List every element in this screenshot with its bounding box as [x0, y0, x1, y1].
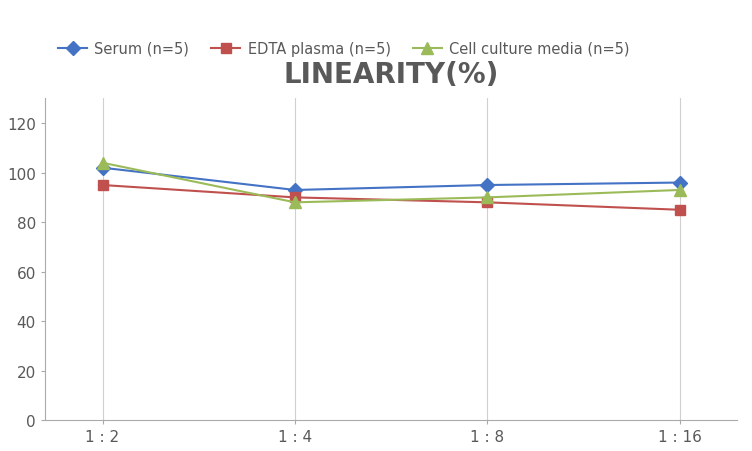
Serum (n=5) — [483, 183, 492, 189]
Cell culture media (n=5) — [290, 200, 299, 206]
Line: EDTA plasma (n=5): EDTA plasma (n=5) — [98, 181, 684, 215]
Serum (n=5) — [290, 188, 299, 193]
Line: Serum (n=5): Serum (n=5) — [98, 163, 684, 195]
Legend: Serum (n=5), EDTA plasma (n=5), Cell culture media (n=5): Serum (n=5), EDTA plasma (n=5), Cell cul… — [52, 36, 635, 63]
EDTA plasma (n=5) — [675, 207, 684, 213]
EDTA plasma (n=5) — [290, 195, 299, 201]
Serum (n=5) — [675, 180, 684, 186]
EDTA plasma (n=5) — [98, 183, 107, 189]
Serum (n=5) — [98, 166, 107, 171]
Cell culture media (n=5) — [98, 161, 107, 166]
Title: LINEARITY(%): LINEARITY(%) — [284, 60, 499, 88]
Cell culture media (n=5) — [483, 195, 492, 201]
Cell culture media (n=5) — [675, 188, 684, 193]
EDTA plasma (n=5) — [483, 200, 492, 206]
Line: Cell culture media (n=5): Cell culture media (n=5) — [97, 158, 685, 208]
